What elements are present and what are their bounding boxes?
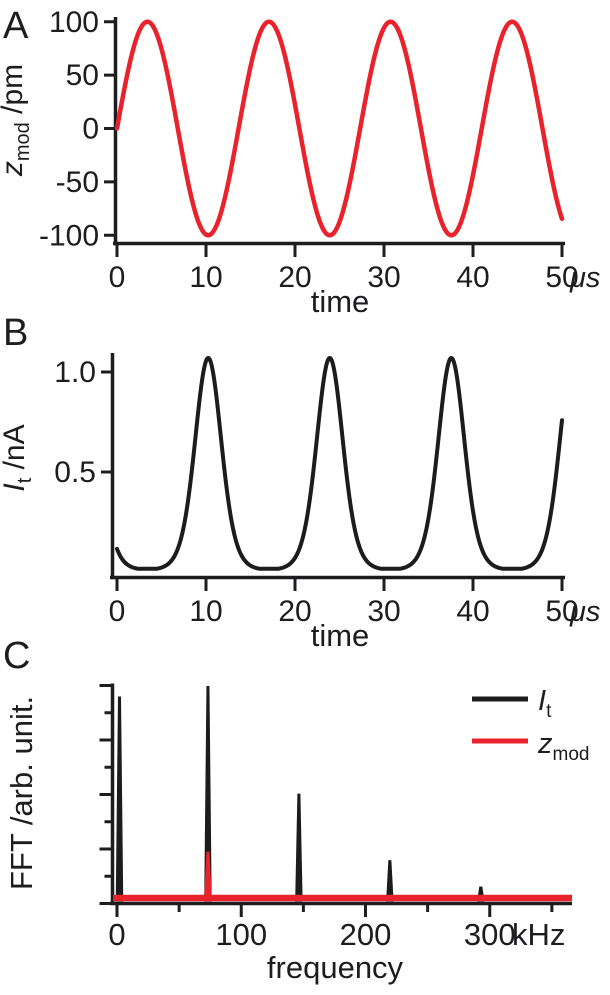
a-x-tick-label: 20 [278,261,311,294]
a-y-axis-title: zmod /pm [0,64,34,177]
b-x-axis-title: time [311,618,370,653]
b-x-tick-label: 0 [109,595,126,628]
c-fft-spike-it [204,686,212,902]
b-y-tick-label: 1.0 [54,356,96,389]
a-x-tick-label: 10 [189,261,222,294]
b-y-axis-title: It /nA [0,424,36,491]
c-x-tick-label: 100 [215,917,267,952]
b-x-unit: μs [569,596,600,628]
c-x-tick-label: 200 [340,917,392,952]
c-x-axis-title: frequency [267,950,404,985]
a-x-tick-label: 0 [109,261,126,294]
panel-label-b: B [3,312,28,354]
panel-label-a: A [3,5,29,47]
a-y-tick-label: -100 [39,219,99,252]
b-x-tick-label: 50 [545,595,578,628]
panel-label-c: C [3,635,30,677]
c-y-axis-title: FFT /arb. unit. [4,696,39,890]
c-x-unit: kHz [512,917,565,952]
b-x-tick-label: 10 [189,595,222,628]
c-y-axis-title: FFT /arb. unit. [4,696,39,890]
a-y-axis-title: zmod /pm [0,64,34,177]
a-x-tick-label: 50 [545,261,578,294]
a-x-axis-title: time [311,284,370,319]
c-legend-label-zmod: zmod [537,728,589,765]
a-x-unit: μs [569,262,600,294]
c-x-tick-label: 0 [108,917,125,952]
c-fft-spike-it [386,860,394,902]
b-current-curve [115,356,564,571]
c-fft-spike-zmod [203,851,212,902]
c-legend-label-it: It [538,685,552,722]
a-y-tick-label: 0 [82,113,99,146]
c-x-tick-label: 300 [464,917,516,952]
a-x-tick-label: 30 [367,261,400,294]
a-y-tick-label: 50 [66,59,99,92]
c-fft-spike-it [115,696,124,902]
a-sine-curve [114,19,565,238]
b-x-tick-label: 20 [278,595,311,628]
c-fft-spike-it [295,793,303,902]
b-y-tick-label: 0.5 [54,456,96,489]
a-y-tick-label: -50 [56,166,99,199]
b-y-axis-title: It /nA [0,424,36,491]
a-x-tick-label: 40 [456,261,489,294]
b-x-tick-label: 40 [456,595,489,628]
b-x-tick-label: 30 [367,595,400,628]
a-y-tick-label: 100 [49,6,99,39]
